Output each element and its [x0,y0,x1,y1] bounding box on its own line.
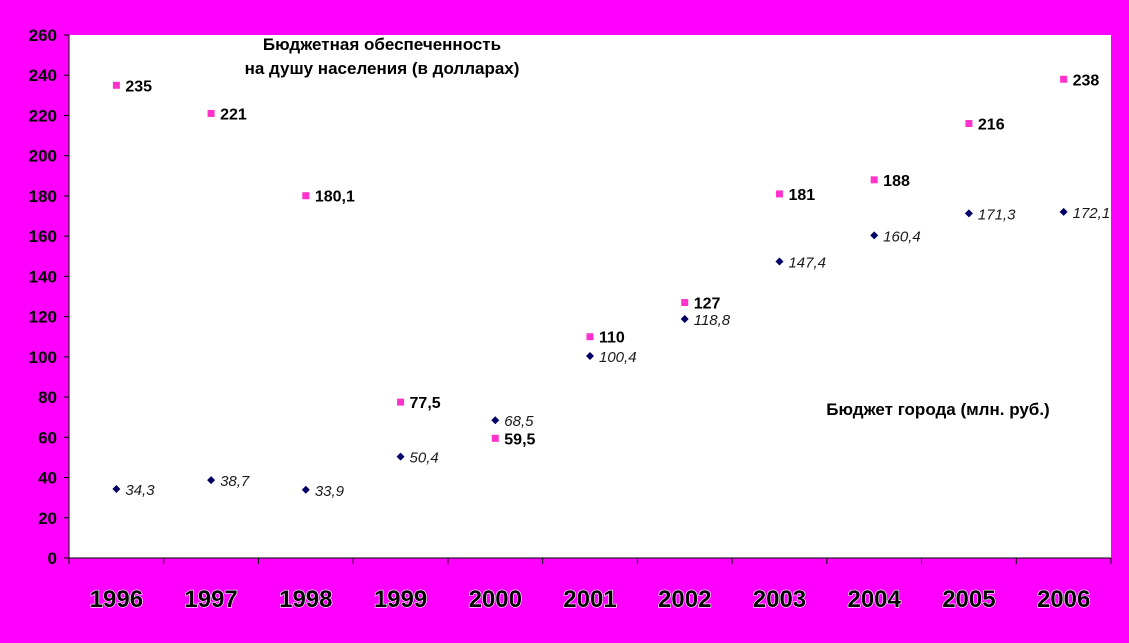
per-capita-annotation: Бюджетная обеспеченность [263,35,501,54]
per-capita-point [302,192,310,200]
y-tick-label: 120 [29,308,57,327]
annotations: Бюджетная обеспеченность на душу населени… [245,35,1050,419]
budget-point [396,452,405,461]
y-tick-label: 200 [29,147,57,166]
per-capita-point [870,176,878,184]
budget-point [301,485,310,494]
y-tick-label: 100 [29,348,57,367]
y-tick-label: 240 [29,66,57,85]
x-tick-label: 2003 [753,586,806,613]
x-tick-label: 1996 [90,586,143,613]
per-capita-data-label: 77,5 [410,395,441,412]
budget-data-label: 33,9 [315,483,345,500]
budget-data-label: 38,7 [220,473,250,490]
y-tick-label: 0 [48,549,57,568]
per-capita-point [491,434,499,442]
y-tick-label: 180 [29,187,57,206]
budget-data-label: 147,4 [788,254,826,271]
budget-data-label: 34,3 [125,482,155,499]
budget-point [1059,207,1068,216]
per-capita-point [207,109,215,117]
y-tick-label: 20 [38,509,57,528]
x-tick-label: 2000 [469,586,522,613]
budget-data-label: 160,4 [883,228,921,245]
y-tick-label: 260 [29,26,57,45]
budget-data-label: 172,1 [1073,205,1111,222]
per-capita-data-label: 127 [694,296,721,313]
budget-data-label: 50,4 [410,450,439,467]
budget-point [964,209,973,218]
per-capita-data-label: 188 [883,173,910,190]
x-tick-label: 1997 [184,586,237,613]
y-tick-label: 160 [29,227,57,246]
per-capita-data-label: 110 [599,330,625,347]
per-capita-point [112,81,120,89]
y-tick-label: 80 [38,388,57,407]
per-capita-point [965,120,973,128]
per-capita-point [775,190,783,198]
budget-data-label: 68,5 [504,413,534,430]
per-capita-data-label: 235 [125,78,152,95]
x-tick-label: 2005 [942,586,995,613]
plot-area [69,35,1111,558]
budget-data-label: 171,3 [978,206,1016,223]
budget-point [775,257,784,266]
y-tick-label: 140 [29,267,57,286]
x-tick-label: 2002 [658,586,711,613]
budget-point [112,485,121,494]
y-tick-label: 60 [38,428,57,447]
per-capita-annotation: на душу населения (в долларах) [245,59,520,78]
budget-point [491,416,500,425]
x-tick-label: 2001 [563,586,616,613]
budget-point [870,231,879,240]
x-tick-label: 1999 [374,586,427,613]
per-capita-data-label: 221 [220,106,247,123]
per-capita-data-label: 238 [1073,72,1100,89]
x-tick-label: 1998 [279,586,332,613]
budget-point [207,476,216,485]
per-capita-point [586,333,594,341]
per-capita-data-label: 180,1 [315,189,355,206]
per-capita-point [397,398,405,406]
budget-point [586,352,594,361]
budget-point [680,315,689,324]
per-capita-data-label: 59,5 [504,431,535,448]
budget-data-label: 118,8 [694,312,731,329]
budget-annotation: Бюджет города (млн. руб.) [826,400,1049,419]
y-tick-label: 220 [29,106,57,125]
x-tick-label: 2004 [847,586,901,613]
y-tick-label: 40 [38,469,57,488]
x-tick-label: 2006 [1037,586,1090,613]
per-capita-point [1060,75,1068,83]
axes: 0 20 40 60 80 100 120 140 160 180 200 220 240 260 1996… [29,26,1112,614]
per-capita-data-label: 216 [978,117,1005,134]
budget-data-label: 100,4 [599,349,637,366]
per-capita-data-label: 181 [788,187,815,204]
per-capita-point [681,299,689,307]
data-marks: 235 221 180,1 77,5 59,5 110 127 181 188 216 238 34,… [112,72,1110,500]
